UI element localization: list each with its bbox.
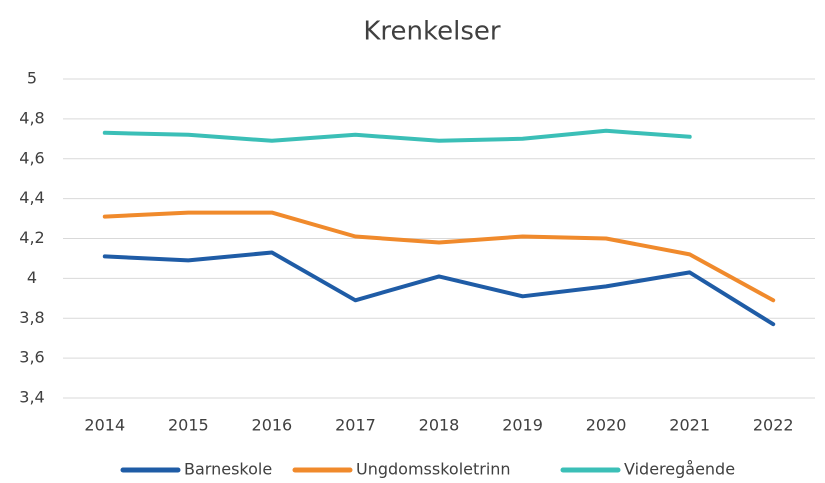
y-tick-label: 4,6 — [19, 148, 44, 167]
data-line — [102, 250, 776, 327]
y-tick-label: 4 — [27, 268, 37, 287]
x-tick-label: 2014 — [84, 416, 125, 435]
legend-label: Videregående — [624, 460, 735, 479]
y-tick-label: 4,4 — [19, 188, 44, 207]
y-tick-label: 3,4 — [19, 388, 44, 407]
chart-title: Krenkelser — [363, 17, 501, 47]
x-tick-label: 2019 — [502, 416, 543, 435]
x-tick-label: 2018 — [419, 416, 460, 435]
x-tick-label: 2022 — [753, 416, 794, 435]
y-tick-label: 3,6 — [19, 348, 44, 367]
legend-label: Barneskole — [184, 460, 272, 479]
y-tick-label: 4,2 — [19, 228, 44, 247]
x-tick-label: 2016 — [252, 416, 293, 435]
x-tick-label: 2020 — [586, 416, 627, 435]
y-tick-label: 5 — [27, 69, 37, 88]
y-tick-label: 4,8 — [19, 108, 44, 127]
x-tick-label: 2015 — [168, 416, 209, 435]
x-tick-label: 2021 — [669, 416, 710, 435]
y-tick-label: 3,8 — [19, 308, 44, 327]
data-line — [102, 210, 776, 303]
legend-label: Ungdomsskoletrinn — [356, 460, 511, 479]
x-tick-label: 2017 — [335, 416, 376, 435]
data-line — [102, 128, 692, 143]
